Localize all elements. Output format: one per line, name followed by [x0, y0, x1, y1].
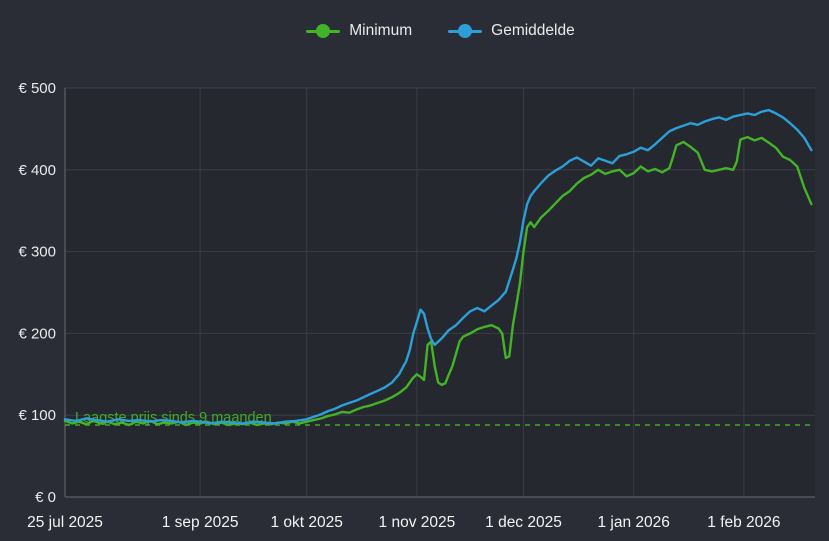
x-tick-label: 1 sep 2025 — [162, 514, 239, 531]
y-tick-label: € 400 — [18, 162, 56, 179]
x-tick-label: 25 jul 2025 — [27, 514, 103, 531]
x-tick-label: 1 feb 2026 — [707, 514, 780, 531]
minimum-series-marker-icon — [306, 24, 341, 38]
legend-item-gemiddelde[interactable]: Gemiddelde — [448, 22, 575, 40]
gemiddelde-marker-dot — [458, 24, 473, 38]
chart-legend: Minimum Gemiddelde — [0, 0, 829, 62]
y-tick-label: € 0 — [35, 489, 56, 506]
legend-label-gemiddelde: Gemiddelde — [491, 22, 575, 39]
x-tick-label: 1 nov 2025 — [379, 514, 456, 531]
legend-item-minimum[interactable]: Minimum — [306, 22, 412, 40]
y-tick-label: € 500 — [18, 80, 56, 97]
price-history-chart[interactable]: € 0 € 100 € 200 € 300 € 400 € 500 25 jul 2025 1… — [0, 62, 829, 541]
chart-canvas[interactable]: € 0 € 100 € 200 € 300 € 400 € 500 25 jul 2025 1… — [0, 62, 829, 541]
x-tick-label: 1 jan 2026 — [597, 514, 669, 531]
gemiddelde-series-marker-icon — [448, 24, 483, 38]
y-tick-label: € 200 — [18, 325, 56, 342]
minimum-marker-dot — [316, 24, 331, 38]
x-tick-label: 1 dec 2025 — [485, 514, 562, 531]
legend-label-minimum: Minimum — [349, 22, 413, 39]
x-tick-label: 1 okt 2025 — [270, 514, 342, 531]
y-tick-label: € 100 — [18, 407, 56, 424]
series-line-gemiddelde — [63, 108, 813, 425]
y-tick-label: € 300 — [18, 244, 56, 261]
plot-area[interactable] — [65, 88, 815, 497]
